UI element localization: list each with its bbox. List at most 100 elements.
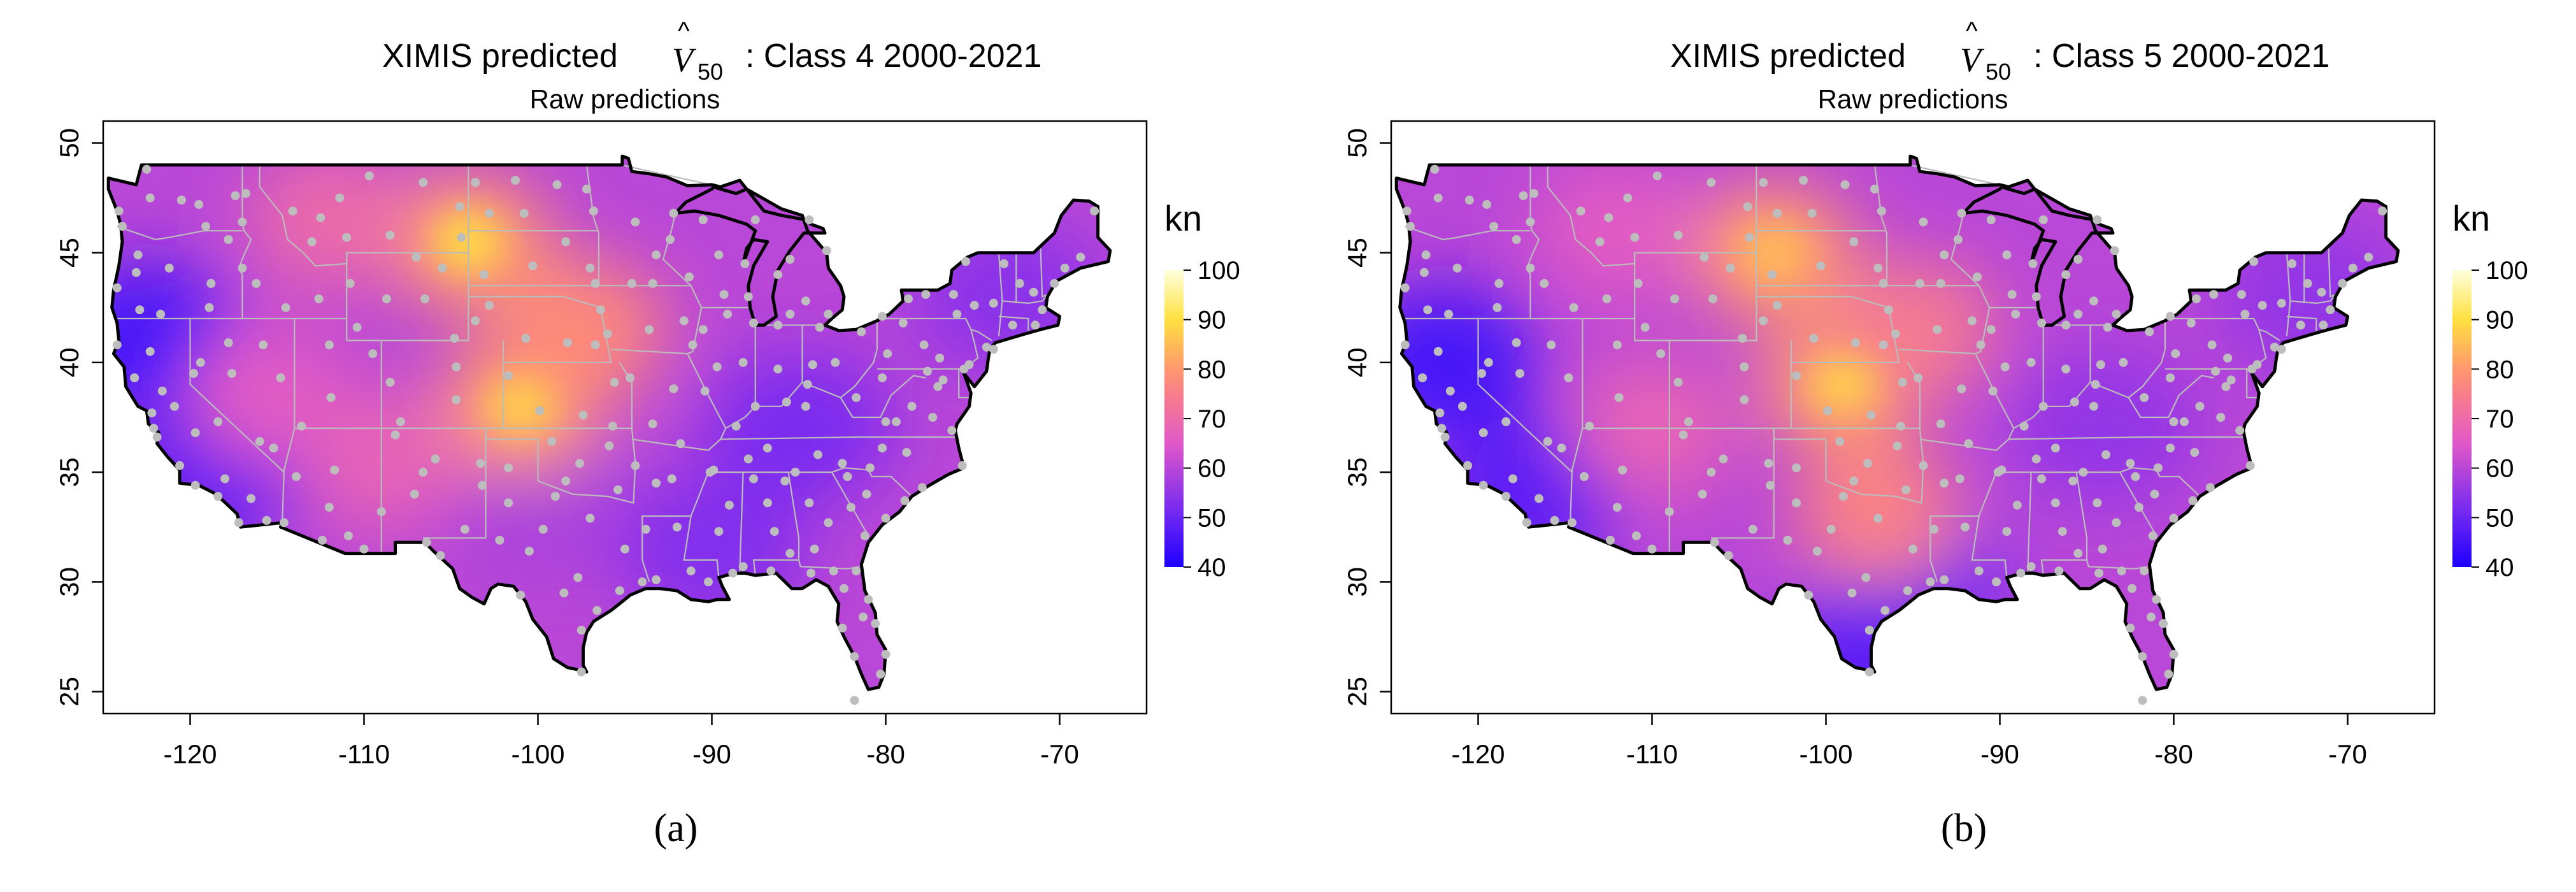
station-point <box>904 294 913 303</box>
station-point <box>714 250 724 260</box>
station-point <box>685 272 694 282</box>
station-point <box>314 294 324 303</box>
station-point <box>1433 347 1443 356</box>
station-point <box>112 283 122 292</box>
station-point <box>2061 364 2071 374</box>
x-tick-label: -70 <box>2328 739 2367 769</box>
station-point <box>2138 696 2147 705</box>
station-point <box>511 176 520 185</box>
station-point <box>582 184 591 194</box>
state-border <box>1547 164 1757 267</box>
station-point <box>2011 310 2021 319</box>
state-border <box>1971 515 2008 578</box>
station-point <box>1936 419 1945 429</box>
stations <box>1400 164 2387 705</box>
station-point <box>596 305 605 315</box>
station-point <box>1489 222 1499 231</box>
station-point <box>648 419 657 429</box>
station-point <box>552 180 562 189</box>
plot-frame <box>1390 120 2436 715</box>
station-point <box>652 250 661 260</box>
station-point <box>1421 250 1431 260</box>
station-point <box>1569 303 1578 312</box>
station-point <box>1973 272 1982 282</box>
station-point <box>2364 252 2373 262</box>
state-border <box>739 472 744 573</box>
station-point <box>585 514 595 523</box>
station-point <box>471 178 480 187</box>
station-point <box>808 360 817 370</box>
station-point <box>2138 652 2147 661</box>
station-point <box>1406 222 1415 231</box>
station-point <box>801 296 810 306</box>
station-point <box>714 527 724 536</box>
station-point <box>2050 443 2060 453</box>
panel-label-b: (b) <box>1940 807 1987 850</box>
station-point <box>2070 397 2079 406</box>
station-point <box>131 268 141 277</box>
field-high-zone <box>498 259 664 400</box>
y-tick-label: 40 <box>1342 348 1372 378</box>
map-title-suffix: : Class 5 2000-2021 <box>2033 38 2329 75</box>
station-point <box>1652 171 1662 181</box>
station-point <box>1759 178 1768 187</box>
station-point <box>801 401 810 411</box>
station-point <box>1522 518 1531 528</box>
x-tick-label: -110 <box>338 739 390 769</box>
station-point <box>1437 424 1447 433</box>
station-point <box>831 357 840 367</box>
station-point <box>2166 443 2175 453</box>
station-point <box>878 373 887 382</box>
station-point <box>805 498 814 508</box>
station-point <box>769 527 779 536</box>
station-point <box>292 472 301 481</box>
station-point <box>573 573 583 582</box>
station-point <box>919 340 929 350</box>
station-point <box>2057 527 2067 536</box>
station-point <box>2326 305 2335 315</box>
station-point <box>1631 531 1641 540</box>
station-point <box>1804 591 1814 600</box>
station-point <box>419 468 428 477</box>
station-point <box>2103 322 2112 332</box>
station-point <box>2270 342 2279 352</box>
station-point <box>1940 575 1949 584</box>
station-point <box>1901 485 1911 494</box>
station-point <box>550 492 560 501</box>
station-point <box>1452 263 1462 273</box>
station-point <box>1908 544 1917 554</box>
station-point <box>1602 294 1612 303</box>
state-border <box>1711 428 1775 539</box>
station-point <box>1792 371 1801 380</box>
station-point <box>731 421 741 431</box>
field-high-zone <box>1534 161 1700 301</box>
station-point <box>213 417 223 426</box>
station-point <box>1433 193 1443 203</box>
station-point <box>297 421 306 431</box>
station-point <box>2073 549 2083 558</box>
station-point <box>1494 278 1504 288</box>
station-point <box>1764 459 1773 468</box>
state-border <box>683 515 720 578</box>
state-border <box>662 213 692 287</box>
station-point <box>608 421 617 431</box>
station-point <box>524 547 534 556</box>
station-point <box>1623 193 1633 203</box>
state-border <box>877 368 971 399</box>
station-point <box>1878 340 1888 350</box>
station-point <box>1724 551 1733 560</box>
station-point <box>1540 278 1549 288</box>
station-point <box>1673 377 1683 387</box>
station-point <box>902 448 912 457</box>
state-border <box>690 471 710 517</box>
station-point <box>1699 252 1709 262</box>
station-point <box>2240 310 2250 319</box>
station-point <box>857 327 866 336</box>
station-point <box>806 568 816 578</box>
station-point <box>1964 439 1973 449</box>
legend-unit: kn <box>1164 198 1202 238</box>
station-point <box>561 476 571 486</box>
station-point <box>2195 401 2205 411</box>
station-point <box>907 401 917 411</box>
station-point <box>224 235 233 244</box>
